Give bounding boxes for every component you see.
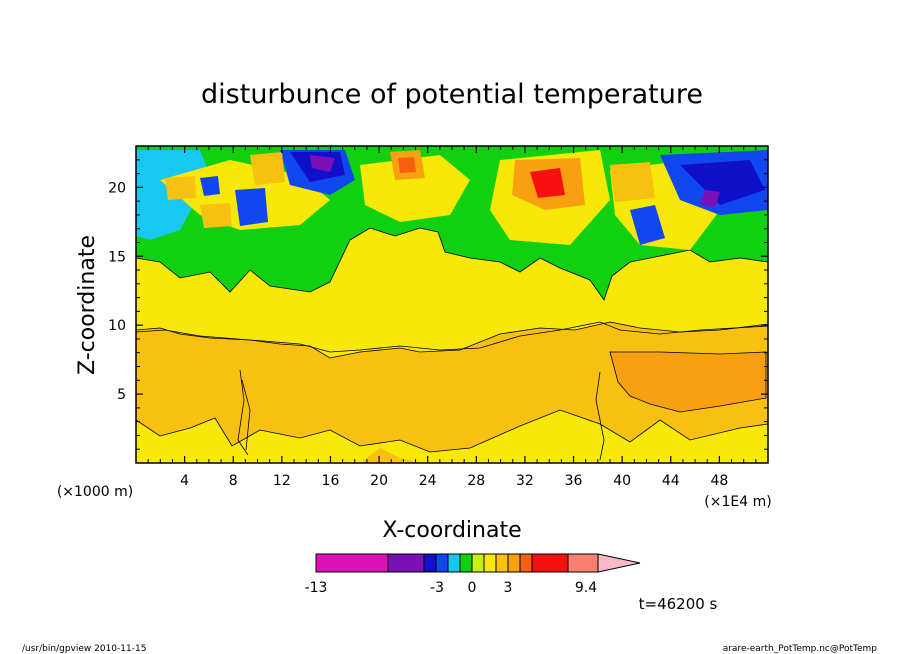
colorbar-tick-labels: -13 -3 0 3 9.4 <box>305 580 598 596</box>
x-tick-label: 32 <box>516 473 534 489</box>
x-tick-label: 8 <box>229 473 238 489</box>
x-axis: 4 8 12 16 20 24 28 32 36 40 44 48 <box>147 146 757 489</box>
y-tick-label: 15 <box>108 249 126 265</box>
colorbar-segment <box>435 553 449 573</box>
colorbar-segment <box>459 553 473 573</box>
layer-upper-orange-f <box>200 203 232 228</box>
contour-line-c <box>595 371 605 461</box>
colorbar-arrow <box>597 553 641 573</box>
colorbar-tick-label: -3 <box>430 580 444 596</box>
y-tick-label: 5 <box>117 387 126 403</box>
layer-upper-blue-c <box>235 188 268 226</box>
colorbar-segment <box>483 553 497 573</box>
y-axis: 5 10 15 20 <box>108 159 768 450</box>
x-tick-label: 40 <box>613 473 631 489</box>
x-axis-label: X-coordinate <box>382 518 521 543</box>
colorbar-segment <box>507 553 521 573</box>
layer-upper-orange-c <box>165 176 196 200</box>
colorbar-segment <box>471 553 485 573</box>
colorbar-segment <box>387 553 425 573</box>
layer-upper-blue-e <box>200 176 220 196</box>
layer-upper-orange-d <box>250 152 285 185</box>
chart-title: disturbunce of potential temperature <box>201 79 703 110</box>
footer-right: arare-earth_PotTemp.nc@PotTemp <box>723 644 878 654</box>
x-axis-unit-left: (×1000 m) <box>57 484 133 500</box>
colorbar-segment <box>447 553 461 573</box>
layer-orange-dark <box>609 351 767 413</box>
contour-line-b <box>237 369 251 456</box>
layer-upper-blue-d <box>630 205 665 245</box>
time-label: t=46200 s <box>639 595 718 613</box>
y-tick-label: 10 <box>108 318 126 334</box>
colorbar-segment <box>531 553 569 573</box>
x-tick-label: 36 <box>565 473 583 489</box>
footer-left: /usr/bin/gpview 2010-11-15 <box>22 644 146 654</box>
y-axis-label: Z-coordinate <box>75 235 100 375</box>
x-tick-label: 44 <box>662 473 680 489</box>
contour-line-a <box>136 321 768 353</box>
x-tick-label: 48 <box>710 473 728 489</box>
x-tick-label: 4 <box>180 473 189 489</box>
x-tick-label: 16 <box>322 473 340 489</box>
colorbar-tick-label: 0 <box>468 580 477 596</box>
x-axis-unit-right: (×1E4 m) <box>704 494 771 510</box>
x-tick-label: 28 <box>467 473 485 489</box>
layer-upper-purple-a <box>310 155 335 172</box>
colorbar <box>315 553 641 573</box>
heatmap-field <box>136 146 768 463</box>
x-tick-label: 12 <box>273 473 291 489</box>
layer-upper-yellow-b <box>360 155 470 222</box>
layer-lower-yellow-a <box>136 409 768 463</box>
layer-upper-orange-e <box>610 162 655 202</box>
x-tick-label: 24 <box>419 473 437 489</box>
layer-lower-orange-a <box>360 448 420 463</box>
layer-upper-red-a <box>530 168 565 198</box>
x-tick-label: 20 <box>370 473 388 489</box>
colorbar-tick-label: 9.4 <box>575 580 597 596</box>
colorbar-tick-label: 3 <box>504 580 513 596</box>
colorbar-segment <box>519 553 533 573</box>
layer-upper-purple-b <box>700 190 720 208</box>
y-tick-label: 20 <box>108 180 126 196</box>
layer-upper-darkblue-b <box>680 160 765 205</box>
layer-upper-red-b <box>398 157 416 173</box>
colorbar-tick-label: -13 <box>305 580 328 596</box>
colorbar-segment <box>495 553 509 573</box>
colorbar-segment <box>567 553 599 573</box>
colorbar-segment <box>315 553 389 573</box>
colorbar-segment <box>423 553 437 573</box>
